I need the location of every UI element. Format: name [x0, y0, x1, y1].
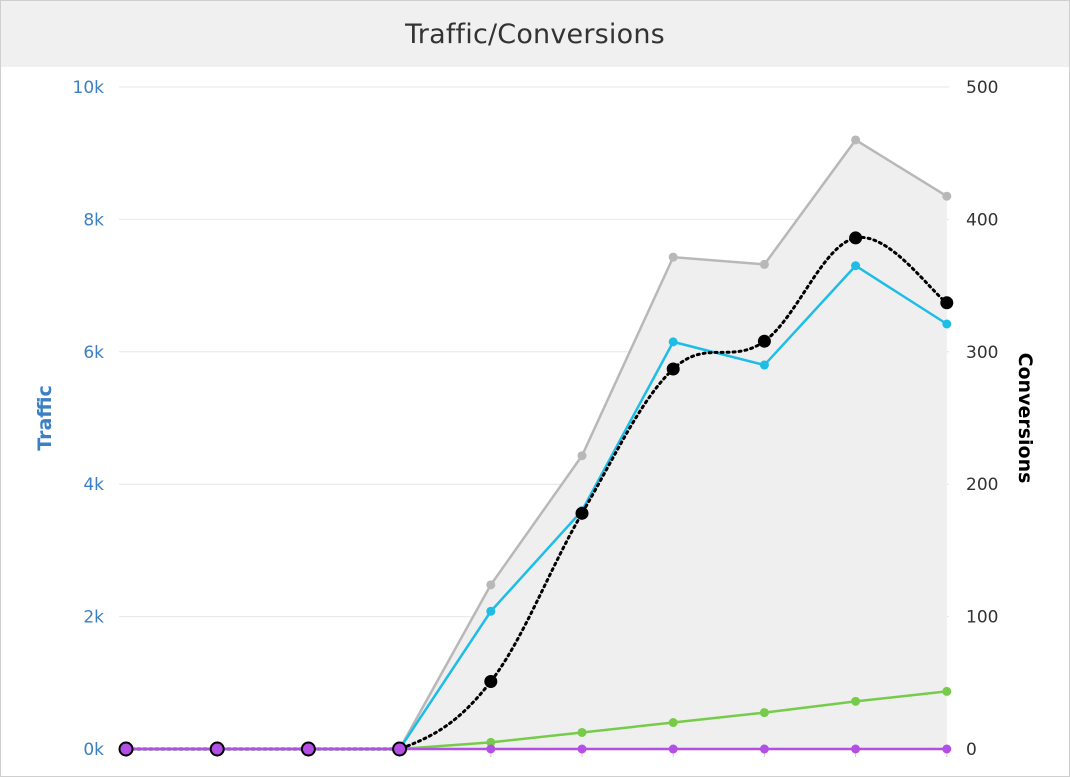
- chart-title: Traffic/Conversions: [405, 18, 665, 50]
- left-axis-tick-label: 10k: [73, 78, 105, 98]
- cyan-series-point: [668, 337, 678, 347]
- chart-header: Traffic/Conversions: [1, 1, 1069, 67]
- right-axis-tick-label: 300: [966, 343, 998, 363]
- cyan-series-point: [942, 319, 952, 329]
- traffic-area-fill: [126, 139, 947, 749]
- traffic-area-point: [942, 191, 952, 201]
- conversions-point: [940, 296, 954, 310]
- purple-series-point: [577, 744, 587, 754]
- conversions-point: [666, 362, 680, 376]
- purple-series-point: [392, 741, 408, 757]
- conversions-point: [849, 231, 863, 245]
- traffic-area-point: [851, 135, 861, 145]
- conversions-point: [757, 334, 771, 348]
- traffic-area-point: [668, 252, 678, 262]
- traffic-area-point: [486, 580, 496, 590]
- cyan-series-point: [851, 261, 861, 271]
- traffic-area-point: [577, 451, 587, 461]
- purple-series-point: [759, 744, 769, 754]
- right-axis-title: Conversions: [1014, 353, 1036, 484]
- left-axis-tick-label: 8k: [83, 210, 104, 230]
- green-series-point: [486, 737, 496, 747]
- green-series-point: [942, 686, 952, 696]
- right-axis-tick-label: 0: [966, 740, 977, 760]
- left-axis-tick-label: 2k: [83, 608, 104, 628]
- left-axis-tick-label: 6k: [83, 343, 104, 363]
- purple-series-point: [209, 741, 225, 757]
- left-axis-tick-label: 4k: [83, 475, 104, 495]
- traffic-area-point: [759, 259, 769, 269]
- right-axis-tick-label: 500: [966, 78, 998, 98]
- left-axis-title: Traffic: [34, 385, 56, 451]
- green-series-point: [759, 708, 769, 718]
- green-series-point: [668, 718, 678, 728]
- purple-series-point: [668, 744, 678, 754]
- purple-series-point: [118, 741, 134, 757]
- purple-series-point: [851, 744, 861, 754]
- conversions-point: [484, 674, 498, 688]
- cyan-series-point: [759, 360, 769, 370]
- green-series-point: [577, 727, 587, 737]
- right-axis-tick-label: 400: [966, 210, 998, 230]
- cyan-series-point: [486, 606, 496, 616]
- conversions-point: [575, 506, 589, 520]
- purple-series-point: [300, 741, 316, 757]
- green-series-point: [851, 696, 861, 706]
- right-axis-tick-label: 100: [966, 608, 998, 628]
- left-axis-tick-label: 0k: [83, 740, 104, 760]
- purple-series-point: [942, 744, 952, 754]
- right-axis-tick-label: 200: [966, 475, 998, 495]
- purple-series-point: [486, 744, 496, 754]
